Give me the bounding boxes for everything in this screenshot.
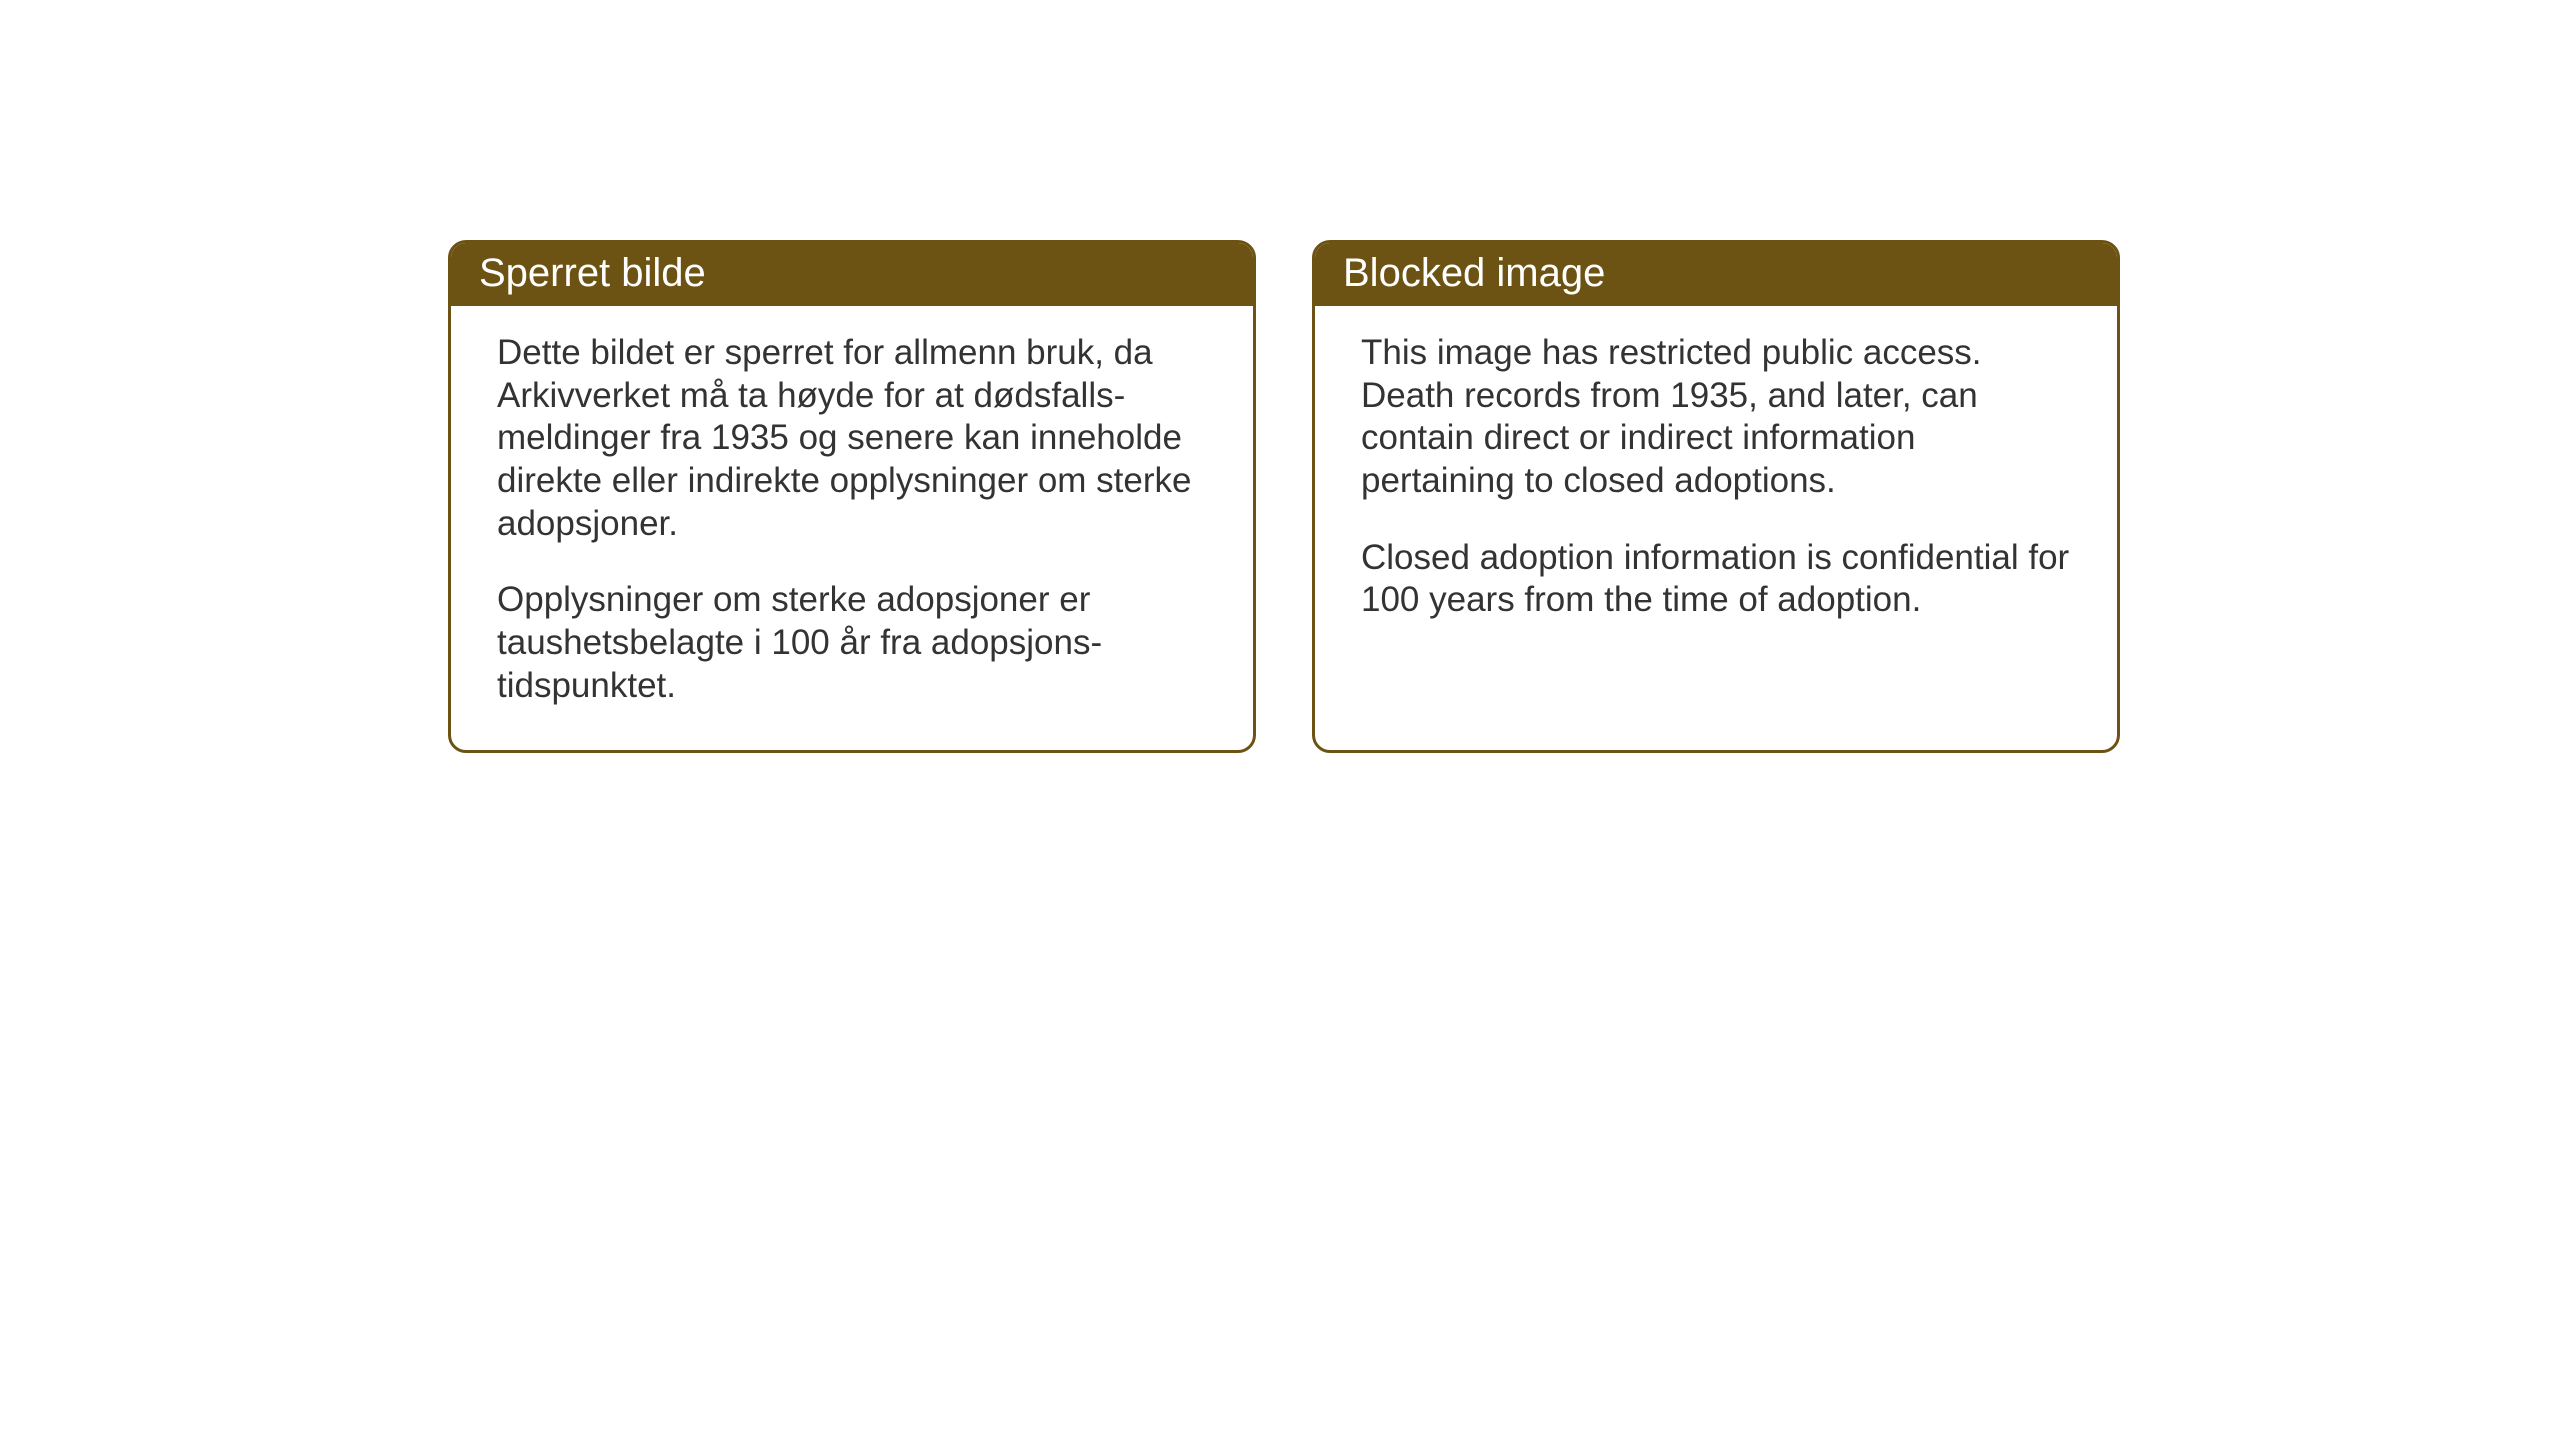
- notice-container: Sperret bilde Dette bildet er sperret fo…: [448, 240, 2120, 753]
- notice-paragraph-2-english: Closed adoption information is confident…: [1361, 537, 2071, 622]
- notice-box-english: Blocked image This image has restricted …: [1312, 240, 2120, 753]
- notice-paragraph-2-norwegian: Opplysninger om sterke adopsjoner er tau…: [497, 579, 1207, 707]
- notice-box-norwegian: Sperret bilde Dette bildet er sperret fo…: [448, 240, 1256, 753]
- notice-title-english: Blocked image: [1343, 251, 1605, 295]
- notice-header-norwegian: Sperret bilde: [451, 243, 1253, 306]
- notice-paragraph-1-norwegian: Dette bildet er sperret for allmenn bruk…: [497, 332, 1207, 545]
- notice-body-english: This image has restricted public access.…: [1315, 306, 2117, 664]
- notice-title-norwegian: Sperret bilde: [479, 251, 706, 295]
- notice-body-norwegian: Dette bildet er sperret for allmenn bruk…: [451, 306, 1253, 750]
- notice-header-english: Blocked image: [1315, 243, 2117, 306]
- notice-paragraph-1-english: This image has restricted public access.…: [1361, 332, 2071, 503]
